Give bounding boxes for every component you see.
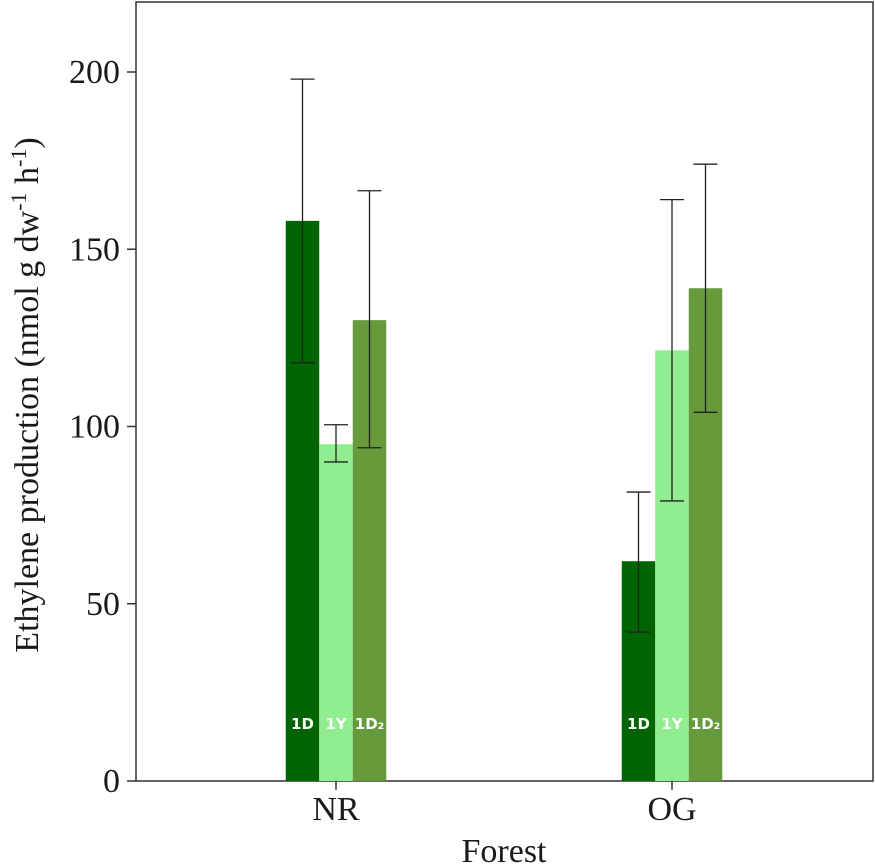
- bar-label: 1Y: [661, 715, 683, 733]
- x-tick-label: OG: [647, 791, 696, 828]
- y-tick-label: 150: [69, 231, 120, 268]
- y-tick-label: 0: [103, 763, 120, 800]
- bar-NR-1Y: [319, 444, 353, 781]
- plot-border: [135, 1, 874, 782]
- x-axis: NR OG: [312, 781, 697, 828]
- y-tick-label: 50: [86, 586, 120, 623]
- y-tick-label: 100: [69, 409, 120, 446]
- bar-label: 1D₂: [691, 715, 720, 733]
- x-axis-title: Forest: [462, 833, 548, 868]
- bar-label: 1D: [291, 715, 314, 733]
- y-axis: 0 50 100 150 200: [69, 54, 136, 800]
- bar-label: 1D₂: [355, 715, 384, 733]
- y-tick-label: 200: [69, 54, 120, 91]
- x-tick-label: NR: [312, 791, 360, 828]
- error-bars: [290, 78, 718, 633]
- bar-labels: 1D 1Y 1D₂ 1D 1Y 1D₂: [291, 715, 720, 733]
- bars: [285, 220, 723, 781]
- y-axis-title: Ethylene production (nmol g dw-1 h-1): [6, 137, 47, 652]
- bar-label: 1D: [627, 715, 650, 733]
- plot-frame: [135, 1, 874, 782]
- bar-label: 1Y: [325, 715, 347, 733]
